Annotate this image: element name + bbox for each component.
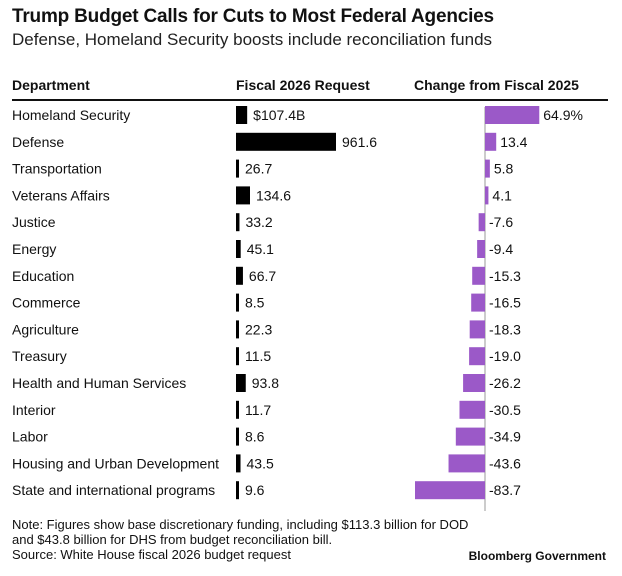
request-bar xyxy=(236,427,239,446)
department-label: Defense xyxy=(12,134,64,150)
change-bar xyxy=(485,159,490,178)
department-label: Education xyxy=(12,268,74,284)
request-value-label: 33.2 xyxy=(245,214,272,230)
department-label: Energy xyxy=(12,241,56,257)
request-value-label: 134.6 xyxy=(256,187,291,203)
change-value-label: -16.5 xyxy=(489,295,521,311)
request-bar xyxy=(236,213,240,232)
change-value-label: -30.5 xyxy=(489,402,521,418)
request-bar xyxy=(236,454,241,473)
request-value-label: 43.5 xyxy=(247,455,274,471)
change-value-label: -9.4 xyxy=(489,241,513,257)
change-bar xyxy=(485,106,540,124)
department-label: Treasury xyxy=(12,348,67,364)
request-bar xyxy=(236,159,239,178)
request-bar xyxy=(236,400,239,419)
change-value-label: -26.2 xyxy=(489,375,521,391)
change-value-label: 4.1 xyxy=(492,187,512,203)
change-value-label: -43.6 xyxy=(489,455,521,471)
request-bar xyxy=(236,266,243,285)
change-bar xyxy=(477,240,485,258)
change-bar xyxy=(469,347,485,366)
request-value-label: $107.4B xyxy=(253,107,305,123)
request-value-label: 11.5 xyxy=(245,348,271,364)
column-header-department: Department xyxy=(12,77,90,93)
change-bar xyxy=(469,320,485,339)
request-bar xyxy=(236,320,239,339)
footnote: Note: Figures show base discretionary fu… xyxy=(12,517,468,562)
change-bar xyxy=(485,186,489,205)
department-label: Veterans Affairs xyxy=(12,187,110,203)
request-bar xyxy=(236,106,248,124)
change-bar xyxy=(485,132,497,151)
request-value-label: 961.6 xyxy=(342,134,377,150)
change-value-label: -83.7 xyxy=(489,482,521,498)
request-value-label: 45.1 xyxy=(247,241,274,257)
change-value-label: -7.6 xyxy=(489,214,513,230)
change-bar xyxy=(455,427,485,446)
footnote-line-1: Note: Figures show base discretionary fu… xyxy=(12,517,469,532)
header-rule xyxy=(12,99,608,101)
request-value-label: 8.5 xyxy=(245,295,265,311)
department-label: Justice xyxy=(12,214,56,230)
change-bar xyxy=(448,454,485,473)
request-bar xyxy=(236,481,239,500)
change-bar xyxy=(472,266,485,285)
footnote-line-2: and $43.8 billion for DHS from budget re… xyxy=(12,532,333,547)
department-label: Health and Human Services xyxy=(12,375,186,391)
change-value-label: -15.3 xyxy=(489,268,521,284)
request-value-label: 9.6 xyxy=(245,482,265,498)
change-bar xyxy=(471,293,485,312)
department-label: Commerce xyxy=(12,295,81,311)
department-label: Housing and Urban Development xyxy=(12,455,219,471)
request-bar xyxy=(236,186,250,205)
department-label: Transportation xyxy=(12,161,102,177)
change-value-label: 13.4 xyxy=(500,134,527,150)
department-label: State and international programs xyxy=(12,482,215,498)
change-bar xyxy=(459,400,485,419)
column-header-request: Fiscal 2026 Request xyxy=(236,77,370,93)
department-label: Homeland Security xyxy=(12,107,130,123)
change-value-label: -34.9 xyxy=(489,429,521,445)
change-value-label: 5.8 xyxy=(494,161,514,177)
brand-logo-text: Bloomberg Government xyxy=(468,549,606,563)
department-label: Interior xyxy=(12,402,56,418)
request-value-label: 8.6 xyxy=(245,429,265,445)
department-label: Agriculture xyxy=(12,321,79,337)
request-value-label: 93.8 xyxy=(252,375,279,391)
chart-subtitle: Defense, Homeland Security boosts includ… xyxy=(12,30,493,49)
change-bar xyxy=(463,374,485,392)
chart-title: Trump Budget Calls for Cuts to Most Fede… xyxy=(12,6,494,27)
request-value-label: 11.7 xyxy=(245,402,271,418)
request-bar xyxy=(236,132,336,151)
change-bar xyxy=(415,481,485,500)
request-value-label: 66.7 xyxy=(249,268,276,284)
change-bar xyxy=(478,213,485,232)
request-value-label: 22.3 xyxy=(245,321,272,337)
change-value-label: -18.3 xyxy=(489,321,521,337)
request-bar xyxy=(236,240,241,258)
request-bar xyxy=(236,347,239,366)
change-value-label: 64.9% xyxy=(543,107,583,123)
request-value-label: 26.7 xyxy=(245,161,272,177)
request-bar xyxy=(236,374,246,392)
column-header-change: Change from Fiscal 2025 xyxy=(414,77,579,93)
request-bar xyxy=(236,293,239,312)
change-value-label: -19.0 xyxy=(489,348,521,364)
department-label: Labor xyxy=(12,429,48,445)
source-line: Source: White House fiscal 2026 budget r… xyxy=(12,547,291,562)
